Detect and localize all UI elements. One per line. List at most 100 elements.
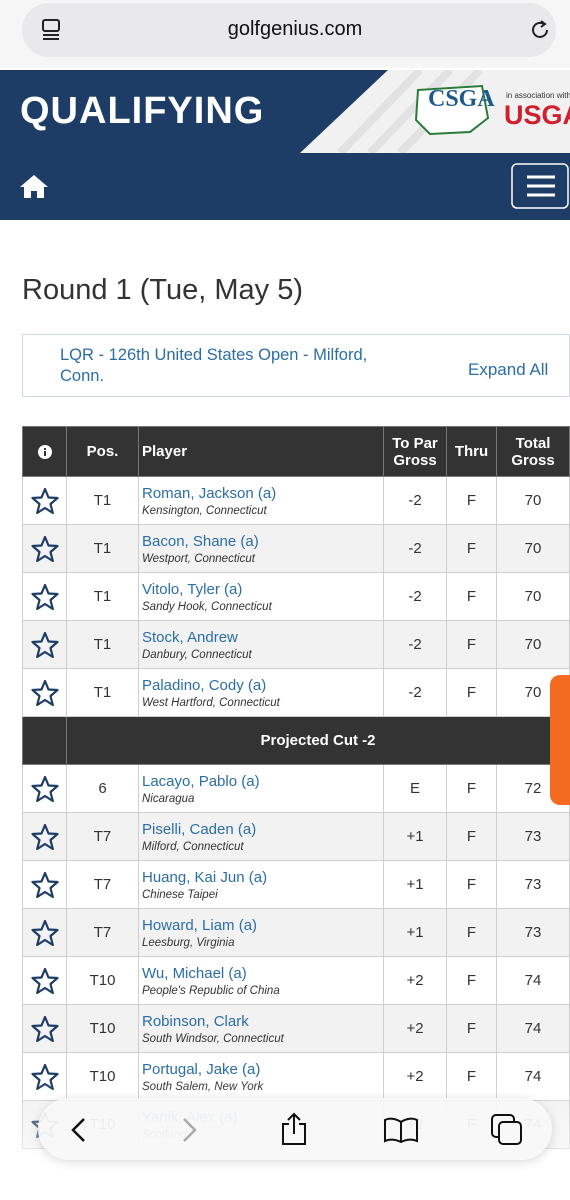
player-name[interactable]: Vitolo, Tyler (a) <box>142 580 243 598</box>
column-header-text: Player <box>142 443 188 460</box>
favorite-star[interactable] <box>22 525 67 573</box>
favorite-star[interactable] <box>22 909 67 957</box>
position: T7 <box>67 861 139 909</box>
event-name[interactable]: LQR - 126th United States Open - Milford… <box>60 346 368 385</box>
share-button[interactable] <box>279 1112 309 1146</box>
favorite-star[interactable] <box>22 957 67 1005</box>
favorite-star[interactable] <box>22 621 67 669</box>
total: 70 <box>497 525 570 573</box>
banner-title: QUALIFYING <box>20 90 265 132</box>
thru: F <box>447 669 497 717</box>
player-location: Leesburg, Virginia <box>142 936 235 949</box>
tabs-button[interactable] <box>490 1113 524 1147</box>
player-name[interactable]: Paladino, Cody (a) <box>142 676 267 694</box>
usga-logo: USGA <box>504 100 570 130</box>
total: 70 <box>497 621 570 669</box>
player-cell: Stock, Andrew Danbury, Connecticut <box>139 621 384 669</box>
thru: F <box>447 525 497 573</box>
tab-icon[interactable] <box>40 18 64 42</box>
position: T7 <box>67 909 139 957</box>
player-cell: Wu, Michael (a) People's Republic of Chin… <box>139 957 384 1005</box>
player-name[interactable]: Bacon, Shane (a) <box>142 532 259 550</box>
total: 73 <box>497 909 570 957</box>
round-heading: Round 1 (Tue, May 5) <box>22 274 303 306</box>
position: T1 <box>67 669 139 717</box>
position: T10 <box>67 1005 139 1053</box>
cut-line: Projected Cut -2 <box>67 717 570 765</box>
column-header: Player <box>139 426 384 477</box>
to-par: -2 <box>384 621 447 669</box>
total: 70 <box>497 477 570 525</box>
player-cell: Huang, Kai Jun (a) Chinese Taipei <box>139 861 384 909</box>
favorite-star[interactable] <box>22 573 67 621</box>
player-name[interactable]: Stock, Andrew <box>142 628 238 646</box>
thru: F <box>447 477 497 525</box>
url[interactable]: golfgenius.com <box>227 18 363 40</box>
position: T1 <box>67 525 139 573</box>
column-header: To Par Gross <box>384 426 447 477</box>
player-location: Sandy Hook, Connecticut <box>142 600 272 613</box>
player-name[interactable]: Lacayo, Pablo (a) <box>142 772 260 790</box>
forward-button[interactable] <box>176 1116 202 1144</box>
thru: F <box>447 765 497 813</box>
player-location: People's Republic of China <box>142 984 280 997</box>
header-info <box>22 426 67 477</box>
player-name[interactable]: Huang, Kai Jun (a) <box>142 868 268 886</box>
to-par: +2 <box>384 1005 447 1053</box>
total: 70 <box>497 573 570 621</box>
total: 73 <box>497 861 570 909</box>
total: 74 <box>497 957 570 1005</box>
column-header-text: Pos. <box>86 443 119 460</box>
player-location: Kensington, Connecticut <box>142 504 267 517</box>
total: 73 <box>497 813 570 861</box>
position: T7 <box>67 813 139 861</box>
player-cell: Roman, Jackson (a) Kensington, Connecticu… <box>139 477 384 525</box>
favorite-star[interactable] <box>22 765 67 813</box>
player-cell: Vitolo, Tyler (a) Sandy Hook, Connecticut <box>139 573 384 621</box>
player-name[interactable]: Wu, Michael (a) <box>142 964 247 982</box>
column-header: Thru <box>447 426 497 477</box>
to-par: +1 <box>384 813 447 861</box>
player-name[interactable]: Piselli, Caden (a) <box>142 820 257 838</box>
position: 6 <box>67 765 139 813</box>
to-par: E <box>384 765 447 813</box>
position: T1 <box>67 621 139 669</box>
player-location: Nicaragua <box>142 792 195 805</box>
player-cell: Robinson, Clark South Windsor, Connecticu… <box>139 1005 384 1053</box>
column-header: Total Gross <box>497 426 570 477</box>
thru: F <box>447 813 497 861</box>
expand-all[interactable]: Expand All <box>468 360 549 379</box>
back-button[interactable] <box>66 1116 92 1144</box>
player-location: Danbury, Connecticut <box>142 648 252 661</box>
player-location: Chinese Taipei <box>142 888 218 901</box>
player-name[interactable]: Roman, Jackson (a) <box>142 484 277 502</box>
player-name[interactable]: Howard, Liam (a) <box>142 916 258 934</box>
reload-icon[interactable] <box>527 17 553 43</box>
column-header-text: To Par Gross <box>392 434 438 469</box>
player-name[interactable]: Robinson, Clark <box>142 1012 249 1030</box>
player-location: Milford, Connecticut <box>142 840 244 853</box>
bookmarks-button[interactable] <box>383 1116 419 1144</box>
thru: F <box>447 909 497 957</box>
position: T10 <box>67 957 139 1005</box>
to-par: +2 <box>384 957 447 1005</box>
thru: F <box>447 573 497 621</box>
menu-button[interactable] <box>511 163 570 209</box>
position: T1 <box>67 477 139 525</box>
favorite-star[interactable] <box>22 477 67 525</box>
favorite-star[interactable] <box>22 813 67 861</box>
player-location: West Hartford, Connecticut <box>142 696 280 709</box>
address-field[interactable] <box>22 3 556 57</box>
column-header-text: Thru <box>454 443 489 460</box>
home-button[interactable] <box>18 172 50 200</box>
banner <box>0 70 570 153</box>
association-text: in association with <box>506 91 570 100</box>
favorite-star[interactable] <box>22 1005 67 1053</box>
favorite-star[interactable] <box>22 861 67 909</box>
nav-bar <box>0 153 570 220</box>
total: 74 <box>497 1005 570 1053</box>
favorite-star[interactable] <box>22 669 67 717</box>
player-name[interactable]: Portugal, Jake (a) <box>142 1060 261 1078</box>
thru: F <box>447 621 497 669</box>
help-tab[interactable] <box>550 675 570 805</box>
